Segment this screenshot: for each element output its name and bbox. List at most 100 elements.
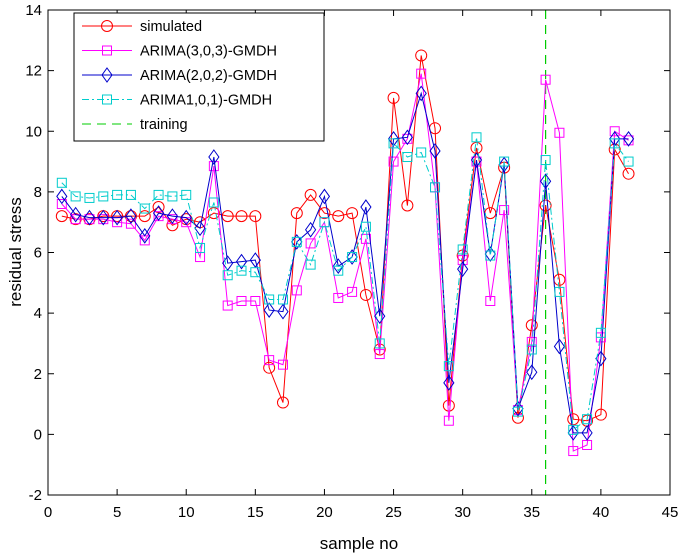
legend-swatch-marker [102,45,112,56]
data-point [222,255,234,271]
data-point [208,149,220,165]
data-point [415,85,427,102]
x-axis-label: sample no [320,534,398,553]
data-point [443,361,454,372]
legend-label: ARIMA(3,0,3)-GMDH [140,44,277,60]
data-point [276,396,289,409]
data-point [430,182,441,193]
legend-box [73,12,325,142]
data-point [623,156,634,167]
data-point [457,244,468,255]
data-point [290,207,303,220]
data-point [568,424,579,435]
x-tick-label: 35 [523,504,540,521]
data-point [250,267,261,278]
data-point [387,91,400,104]
x-tick-label: 45 [662,504,679,521]
data-point [374,349,385,360]
data-point [249,210,262,223]
data-point [277,294,288,305]
data-point [540,155,551,166]
data-point [207,207,220,220]
data-point [138,210,151,223]
data-point [622,167,635,180]
data-point [499,205,510,216]
x-tick-label: 40 [593,504,610,521]
data-point [319,217,330,228]
x-tick-label: 5 [113,504,121,521]
data-point [567,424,579,441]
data-point [112,189,123,200]
data-point [250,296,261,306]
data-point [540,74,551,85]
data-point [98,191,109,202]
data-point [485,250,496,261]
data-point [291,236,302,247]
data-point [97,209,109,226]
data-point [553,338,566,355]
data-point [304,188,317,201]
data-point [125,218,136,229]
data-point [512,406,523,417]
series-3 [56,132,634,435]
data-point [333,292,344,303]
legend-swatch-marker [101,67,113,83]
data-point [263,302,275,318]
data-point [470,152,483,168]
data-point [512,400,524,417]
data-point [595,327,606,338]
data-point [374,308,386,325]
y-tick-label: -2 [29,487,42,504]
data-point [374,338,385,349]
data-point [249,252,261,268]
data-point [305,238,316,249]
x-tick-label: 30 [454,504,471,521]
data-point [554,286,565,297]
data-point [167,191,178,202]
data-point [56,199,67,209]
legend-swatch-marker [101,20,113,32]
data-point [55,210,68,223]
data-point [359,288,372,301]
data-point [388,138,399,149]
x-tick-label: 15 [247,504,264,521]
data-point [429,143,441,159]
data-point [208,197,219,208]
data-point [318,207,331,220]
data-point [263,361,276,374]
data-point [581,424,593,441]
data-point [291,285,302,296]
data-point [277,359,288,370]
data-point [416,147,427,158]
legend-swatch-marker [102,94,112,105]
data-point [153,189,164,200]
y-axis-label: residual stress [6,197,25,307]
data-point [305,259,316,270]
x-tick-label: 0 [44,504,52,521]
data-point [236,265,247,276]
data-point [498,156,510,173]
data-point [166,219,179,232]
data-point [346,207,359,220]
data-point [277,303,289,320]
data-point [180,209,192,226]
plot-frame [47,9,671,496]
data-point [443,415,454,426]
x-tick-label: 20 [316,504,333,521]
y-tick-label: 12 [25,63,42,80]
data-point [56,177,67,188]
data-point [333,265,344,276]
data-point [83,209,96,226]
y-tick-label: 2 [34,366,42,383]
data-point [56,188,68,205]
data-point [609,126,620,137]
data-point [388,156,399,167]
data-point [291,234,303,250]
data-point [525,319,538,332]
data-point [360,221,371,232]
data-point [84,192,95,203]
data-point [166,208,179,224]
data-point [194,220,206,237]
data-point [346,249,358,265]
